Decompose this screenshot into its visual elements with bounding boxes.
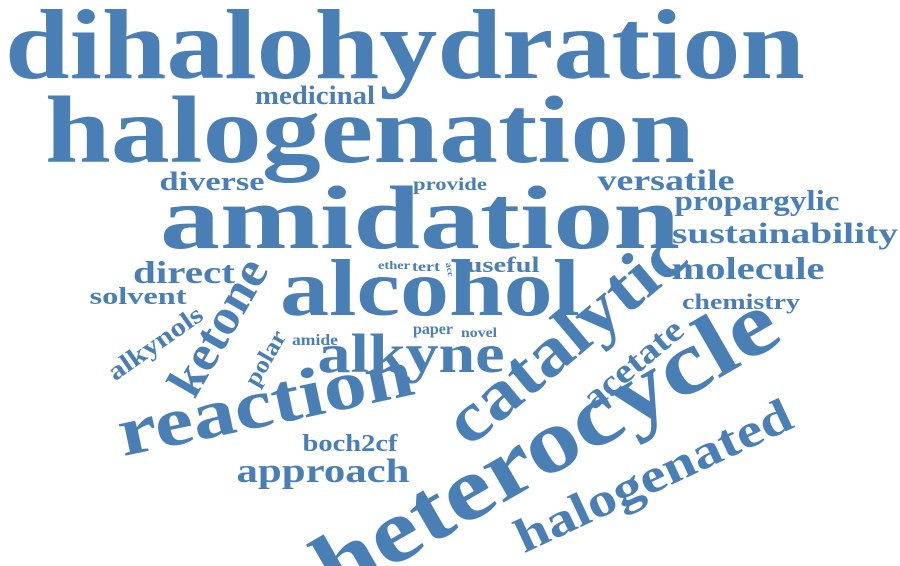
cloud-word: direct bbox=[133, 254, 235, 290]
cloud-word: boch2cf bbox=[303, 431, 399, 457]
cloud-word: ether bbox=[378, 258, 411, 272]
cloud-word: provide bbox=[413, 174, 487, 194]
cloud-word: novel bbox=[461, 326, 497, 341]
cloud-word: solvent bbox=[90, 284, 187, 310]
cloud-word: molecule bbox=[672, 250, 825, 286]
cloud-word: diverse bbox=[160, 167, 265, 196]
cloud-word: approach bbox=[237, 453, 410, 490]
cloud-word: halogenation bbox=[45, 77, 695, 183]
cloud-word: propargylic bbox=[675, 186, 840, 217]
cloud-word: acc bbox=[444, 262, 456, 278]
cloud-word: medicinal bbox=[255, 81, 375, 110]
cloud-word: useful bbox=[467, 252, 540, 277]
cloud-word: paper bbox=[413, 321, 453, 338]
cloud-word: chemistry bbox=[682, 289, 800, 314]
cloud-word: sustainability bbox=[672, 217, 898, 250]
cloud-word: alkyne bbox=[318, 323, 505, 384]
cloud-word: dihalohydration bbox=[5, 0, 805, 100]
cloud-word: amidation bbox=[160, 169, 680, 268]
cloud-word: alcohol bbox=[280, 245, 580, 333]
cloud-word: tert bbox=[412, 260, 440, 275]
cloud-word: versatile bbox=[598, 164, 735, 197]
cloud-word: amide bbox=[292, 332, 338, 349]
